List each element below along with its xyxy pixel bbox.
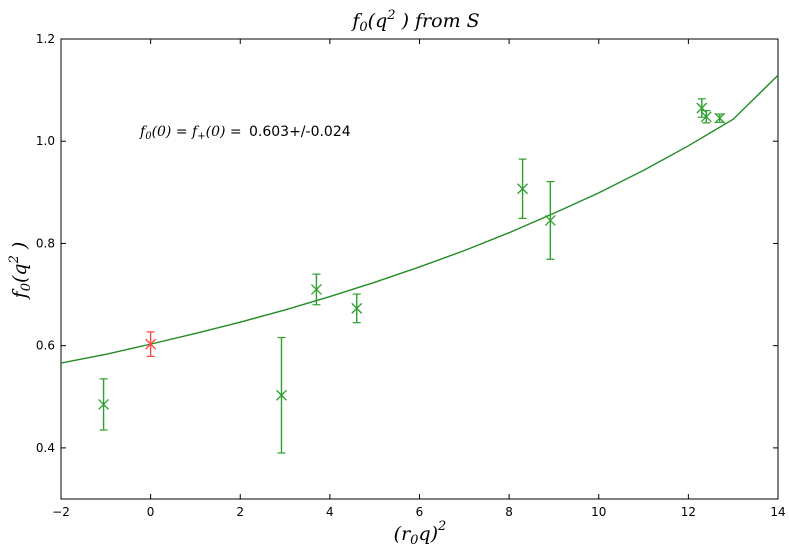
x-tick-label-2: 2: [236, 505, 244, 519]
x-tick-label-4: 6: [416, 505, 424, 519]
data-point-7: [696, 102, 708, 114]
annotation-value: 0.603+/-0.024: [249, 124, 351, 140]
plot-frame: [60, 38, 779, 500]
data-point-5: [517, 183, 529, 195]
x-tick-label-3: 4: [326, 505, 334, 519]
data-point-1: [145, 338, 157, 350]
data-point-2: [276, 389, 287, 401]
title-rest: ) from S: [396, 10, 480, 32]
annotation-math: f0(0) = f+(0) =: [139, 124, 242, 142]
y-tick-label-1: 0.6: [36, 339, 55, 353]
data-point-0: [98, 398, 110, 410]
title-paren: (q: [368, 10, 388, 32]
title-sup2: 2: [386, 8, 395, 23]
y-tick-label-0: 0.4: [36, 441, 55, 455]
x-tick-label-8: 14: [770, 505, 785, 519]
x-tick-label-1: 0: [147, 505, 155, 519]
fit-curve: [60, 74, 779, 364]
y-tick-label-4: 1.2: [36, 32, 55, 46]
x-axis-label: (r0q)2: [394, 519, 447, 548]
title-f: f: [350, 10, 362, 32]
data-point-4: [351, 302, 363, 314]
chart-title: f0(q2 ) from S: [350, 8, 479, 35]
y-tick-label-2: 0.8: [36, 236, 55, 250]
data-point-9: [714, 112, 726, 124]
data-point-6: [544, 214, 556, 226]
data-point-8: [700, 111, 712, 123]
title-sub0: 0: [359, 20, 367, 35]
x-tick-label-5: 8: [505, 505, 513, 519]
y-axis-label: f0(q2 ): [7, 242, 34, 301]
x-tick-label-0: −2: [52, 505, 70, 519]
x-tick-label-7: 12: [681, 505, 696, 519]
data-point-3: [310, 283, 322, 295]
y-tick-label-3: 1.0: [36, 134, 55, 148]
x-tick-label-6: 10: [591, 505, 606, 519]
annotation: f0(0) = f+(0) = 0.603+/-0.024: [139, 124, 351, 142]
plot-area: −2 0 2 4 6 8 10 12 14 0.4 0.6 0.8 1.0 1.2: [36, 32, 786, 519]
